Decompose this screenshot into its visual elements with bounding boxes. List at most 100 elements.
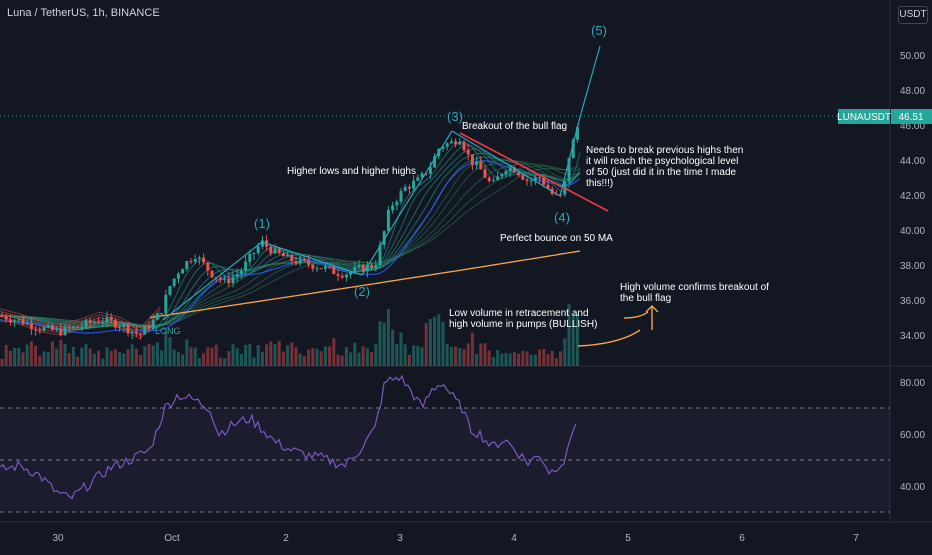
- price-axis: 34.00 36.00 38.00 40.00 42.00 44.00 46.0…: [900, 51, 925, 342]
- candle-body: [311, 264, 315, 269]
- candle-body: [458, 141, 462, 145]
- volume-bar: [424, 322, 428, 366]
- volume-bar: [118, 352, 122, 366]
- long-label: LONG: [155, 326, 181, 336]
- candle-body: [4, 316, 8, 320]
- wave-4-label: (4): [554, 210, 570, 225]
- candle-body: [50, 325, 54, 330]
- needs-break-line-2: it will reach the psychological level: [586, 156, 738, 167]
- candle-body: [315, 268, 319, 270]
- candle-body: [378, 244, 382, 266]
- candle-body: [164, 294, 168, 314]
- candle-body: [197, 257, 201, 260]
- low-volume-line-2: high volume in pumps (BULLISH): [449, 319, 597, 330]
- candle-body: [122, 324, 126, 327]
- volume-bar: [214, 344, 218, 366]
- volume-bar: [164, 331, 168, 366]
- volume-bar: [13, 347, 17, 366]
- candle-body: [244, 261, 248, 271]
- ma-50-line: [149, 250, 581, 319]
- candle-body: [454, 141, 458, 145]
- volume-bar: [307, 349, 311, 366]
- volume-bar: [139, 355, 143, 366]
- candle-body: [533, 177, 537, 181]
- candle-body: [365, 264, 369, 272]
- volume-bar: [130, 344, 134, 366]
- volume-bar: [407, 355, 411, 366]
- currency-badge[interactable]: USDT: [898, 6, 928, 24]
- ma-ribbon-red-line: [0, 317, 161, 340]
- time-tick: Oct: [164, 533, 180, 544]
- candle-body: [525, 179, 529, 181]
- rsi-band: [0, 408, 890, 512]
- volume-bar: [0, 359, 4, 366]
- volume-bar: [109, 350, 113, 366]
- volume-bar: [260, 351, 264, 366]
- wave-3-label: (3): [447, 109, 463, 124]
- volume-bar: [517, 353, 521, 366]
- candle-body: [542, 177, 546, 185]
- volume-bar: [197, 358, 201, 366]
- volume-bar: [512, 352, 516, 366]
- volume-bar: [252, 357, 256, 366]
- volume-bar: [155, 342, 159, 366]
- volume-bar: [441, 321, 445, 366]
- candle-body: [189, 261, 193, 263]
- volume-bar: [105, 347, 109, 366]
- volume-bar: [538, 349, 542, 366]
- volume-bar: [466, 343, 470, 366]
- candle-body: [76, 326, 80, 328]
- candle-body: [84, 320, 88, 327]
- candle-body: [391, 205, 395, 211]
- needs-break-line-4: this!!!): [586, 178, 613, 189]
- candle-body: [382, 231, 386, 245]
- ma-ribbon-red-line: [0, 306, 161, 329]
- candle-body: [307, 260, 311, 265]
- volume-bar: [559, 351, 563, 366]
- volume-bar: [487, 350, 491, 366]
- volume-bar: [218, 357, 222, 366]
- volume-bar: [244, 344, 248, 366]
- candle-body: [88, 320, 92, 323]
- volume-bar: [462, 349, 466, 366]
- volume-bar: [445, 343, 449, 366]
- volume-bar: [206, 347, 210, 366]
- candle-body: [416, 177, 420, 181]
- candle-body: [466, 149, 470, 155]
- drawings: [162, 45, 659, 347]
- ma-ribbon-line: [0, 165, 581, 327]
- volume-bar: [571, 313, 575, 366]
- volume-bar: [521, 350, 525, 366]
- candle-body: [248, 253, 252, 262]
- time-tick: 4: [511, 533, 517, 544]
- candle-body: [323, 266, 327, 269]
- candle-body: [46, 325, 50, 328]
- volume-bar: [428, 319, 432, 366]
- volume-bar: [370, 351, 374, 366]
- time-tick: 6: [739, 533, 745, 544]
- candle-body: [529, 180, 533, 182]
- candle-body: [109, 316, 113, 321]
- rsi-tick: 40.00: [900, 482, 925, 493]
- volume-bar: [454, 346, 458, 366]
- candle-body: [281, 253, 285, 257]
- rsi-tick: 80.00: [900, 378, 925, 389]
- candle-body: [206, 262, 210, 271]
- candle-body: [181, 269, 185, 274]
- candle-body: [273, 248, 277, 254]
- volume-bar: [399, 332, 403, 366]
- volume-bar: [437, 314, 441, 366]
- volume-bar: [302, 356, 306, 366]
- volume-bar: [344, 347, 348, 366]
- volume-bar: [55, 348, 59, 366]
- candle-body: [496, 176, 500, 181]
- volume-bar: [340, 355, 344, 366]
- volume-bar: [378, 321, 382, 366]
- candle-body: [25, 322, 29, 325]
- price-tick: 50.00: [900, 51, 925, 62]
- candle-body: [168, 286, 172, 295]
- volume-bar: [113, 349, 117, 366]
- needs-break-line-1: Needs to break previous highs then: [586, 145, 743, 156]
- candle-body: [286, 254, 290, 257]
